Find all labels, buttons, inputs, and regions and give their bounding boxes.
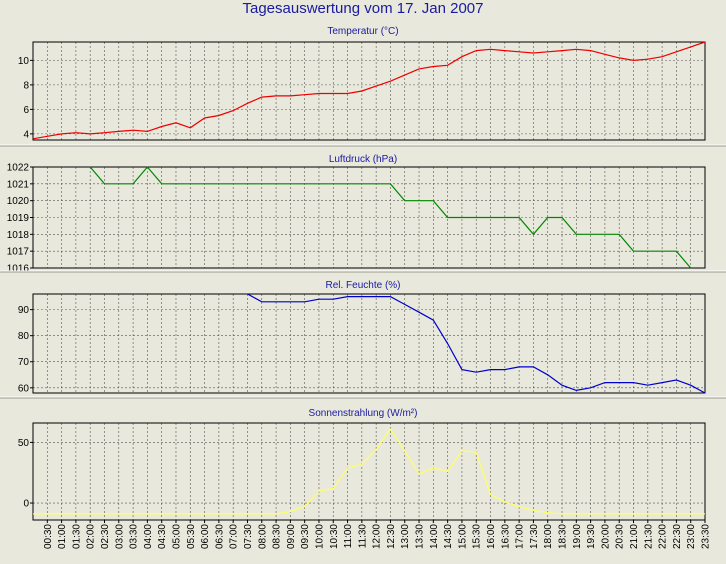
x-tick-label: 17:00 [515, 524, 526, 549]
series-line-1 [89, 166, 692, 269]
x-tick-label: 21:30 [643, 524, 654, 549]
x-tick-label: 22:00 [658, 524, 669, 549]
x-tick-label: 06:30 [214, 524, 225, 549]
x-tick-label: 01:00 [57, 524, 68, 549]
x-tick-label: 10:30 [329, 524, 340, 549]
plot-frame-3 [32, 422, 706, 521]
x-tick-label: 05:30 [186, 524, 197, 549]
x-tick-label: 19:30 [586, 524, 597, 549]
x-tick-label: 20:00 [600, 524, 611, 549]
x-tick-label: 23:30 [701, 524, 712, 549]
x-tick-label: 18:30 [558, 524, 569, 549]
x-tick-label: 11:00 [343, 524, 354, 549]
page-title: Tagesauswertung vom 17. Jan 2007 [242, 0, 484, 17]
x-tick-label: 18:00 [543, 524, 554, 549]
y-tick-label: 10 [18, 56, 30, 67]
x-tick-label: 14:00 [429, 524, 440, 549]
y-tick-label: 0 [23, 499, 29, 510]
plot-area-2 [33, 294, 705, 393]
series-line-0 [32, 41, 706, 140]
x-tick-label: 09:30 [300, 524, 311, 549]
x-tick-label: 21:00 [629, 524, 640, 549]
x-tick-label: 05:00 [172, 524, 183, 549]
y-tick-label: 70 [18, 357, 30, 368]
y-tick-label: 80 [18, 331, 30, 342]
y-tick-label: 50 [18, 438, 30, 449]
x-tick-label: 20:30 [615, 524, 626, 549]
x-tick-label: 23:00 [686, 524, 697, 549]
x-tick-label: 00:30 [43, 524, 54, 549]
y-tick-label: 1022 [7, 163, 30, 174]
x-tick-label: 15:00 [457, 524, 468, 549]
x-tick-label: 02:00 [86, 524, 97, 549]
x-tick-label: 09:00 [286, 524, 297, 549]
x-tick-label: 03:30 [129, 524, 140, 549]
y-tick-label: 1017 [7, 247, 30, 258]
panel-title-0: Temperatur (°C) [327, 26, 398, 37]
x-tick-label: 07:00 [229, 524, 240, 549]
x-tick-label: 16:30 [500, 524, 511, 549]
x-tick-label: 04:30 [157, 524, 168, 549]
y-tick-label: 1019 [7, 213, 30, 224]
x-tick-label: 16:00 [486, 524, 497, 549]
series-line-2 [247, 293, 706, 394]
x-tick-label: 12:00 [372, 524, 383, 549]
x-tick-label: 04:00 [143, 524, 154, 549]
y-tick-label: 6 [23, 105, 29, 116]
y-tick-label: 1018 [7, 230, 30, 241]
x-tick-label: 13:30 [415, 524, 426, 549]
x-tick-label: 17:30 [529, 524, 540, 549]
x-tick-label: 06:00 [200, 524, 211, 549]
y-tick-label: 90 [18, 305, 30, 316]
x-tick-label: 13:00 [400, 524, 411, 549]
x-tick-label: 15:30 [472, 524, 483, 549]
x-tick-label: 14:30 [443, 524, 454, 549]
plot-frame-0 [32, 41, 706, 141]
y-tick-label: 1020 [7, 196, 30, 207]
plot-frame-1 [32, 166, 706, 269]
x-tick-label: 08:00 [257, 524, 268, 549]
panel-title-2: Rel. Feuchte (%) [325, 280, 400, 291]
x-tick-label: 11:30 [357, 524, 368, 549]
y-tick-label: 8 [23, 80, 29, 91]
series-line-3 [33, 428, 705, 515]
y-tick-label: 1021 [7, 179, 30, 190]
panel-title-1: Luftdruck (hPa) [329, 154, 397, 165]
y-tick-label: 60 [18, 383, 30, 394]
plot-area-0 [33, 42, 705, 140]
x-tick-label: 19:00 [572, 524, 583, 549]
x-tick-label: 03:00 [114, 524, 125, 549]
x-tick-label: 01:30 [71, 524, 82, 549]
x-tick-label: 08:30 [272, 524, 283, 549]
panel-title-3: Sonnenstrahlung (W/m²) [309, 408, 418, 419]
x-tick-label: 07:30 [243, 524, 254, 549]
x-tick-label: 10:00 [315, 524, 326, 549]
x-tick-label: 12:30 [386, 524, 397, 549]
y-tick-label: 4 [23, 129, 29, 140]
plot-frame-2 [32, 293, 706, 394]
x-tick-label: 02:30 [100, 524, 111, 549]
y-tick-label: 1016 [7, 264, 30, 275]
x-tick-label: 22:30 [672, 524, 683, 549]
plot-area-3 [33, 423, 705, 520]
